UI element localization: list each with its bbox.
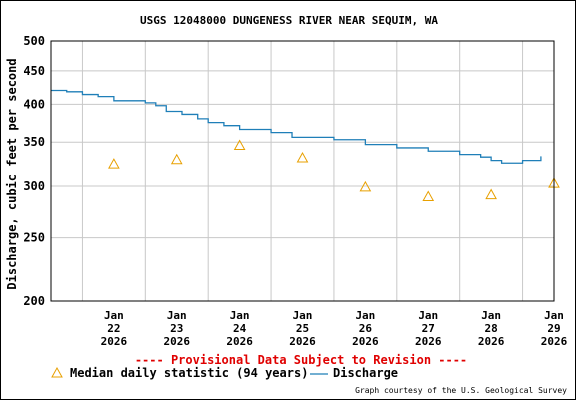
legend-median-triangle-icon [51, 366, 63, 378]
chart-title: USGS 12048000 DUNGENESS RIVER NEAR SEQUI… [140, 14, 438, 27]
x-tick-month: Jan [544, 309, 564, 322]
x-tick-month: Jan [355, 309, 375, 322]
discharge-series [51, 89, 542, 164]
x-axis-ticks: Jan222026Jan232026Jan242026Jan252026Jan2… [101, 309, 568, 348]
x-tick-year: 2026 [478, 335, 505, 348]
y-tick-label: 500 [23, 34, 45, 48]
x-tick-month: Jan [104, 309, 124, 322]
y-tick-label: 450 [23, 64, 45, 78]
median-point [485, 188, 497, 200]
x-tick-year: 2026 [541, 335, 568, 348]
median-point [108, 158, 120, 169]
provisional-notice: ---- Provisional Data Subject to Revisio… [135, 353, 467, 367]
grid-lines [51, 40, 554, 302]
discharge-line [51, 89, 542, 164]
x-tick-day: 29 [547, 322, 560, 335]
x-tick-day: 25 [296, 322, 309, 335]
legend-median-label: Median daily statistic (94 years) [70, 366, 308, 380]
y-tick-label: 300 [23, 179, 45, 193]
y-tick-label: 400 [23, 97, 45, 111]
x-tick-day: 22 [107, 322, 120, 335]
x-tick-year: 2026 [101, 335, 128, 348]
usgs-credit: Graph courtesy of the U.S. Geological Su… [355, 386, 567, 395]
y-tick-label: 200 [23, 294, 45, 308]
y-axis-ticks: 500 450 400 350 300 250 200 [23, 34, 45, 308]
median-series [108, 139, 560, 202]
x-tick-year: 2026 [289, 335, 316, 348]
x-tick-day: 26 [359, 322, 373, 335]
x-tick-month: Jan [293, 309, 313, 322]
x-tick-year: 2026 [352, 335, 379, 348]
legend: Median daily statistic (94 years) Discha… [51, 366, 398, 380]
x-tick-day: 23 [170, 322, 183, 335]
legend-discharge-label: Discharge [333, 366, 398, 380]
x-tick-day: 24 [233, 322, 247, 335]
x-tick-month: Jan [230, 309, 250, 322]
x-tick-year: 2026 [226, 335, 253, 348]
y-axis-label: Discharge, cubic feet per second [5, 58, 19, 289]
x-tick-month: Jan [167, 309, 187, 322]
median-point [233, 139, 246, 150]
y-tick-label: 250 [23, 231, 45, 245]
x-tick-month: Jan [481, 309, 501, 322]
median-point [296, 152, 309, 163]
median-point [170, 153, 183, 165]
median-point [359, 180, 372, 192]
x-tick-year: 2026 [164, 335, 191, 348]
y-tick-label: 350 [23, 135, 45, 149]
x-tick-day: 27 [422, 322, 435, 335]
median-point [422, 190, 435, 202]
x-tick-year: 2026 [415, 335, 442, 348]
x-tick-day: 28 [485, 322, 498, 335]
x-tick-month: Jan [418, 309, 438, 322]
plot-area-border [50, 40, 555, 302]
